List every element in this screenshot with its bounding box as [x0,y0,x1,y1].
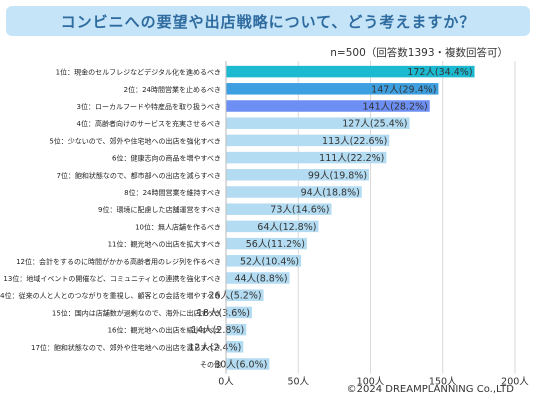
title-banner: コンビニへの要望や出店戦略について、どう考えますか？ [6,6,530,36]
bar [226,306,253,319]
bar [226,117,410,129]
category-label: 3位：ローカルフードや特産品を取り扱うべき [77,102,221,111]
value-label: 111人(22.2%) [319,153,384,164]
value-label: 147人(29.4%) [371,84,436,95]
value-label: 99人(19.8%) [308,170,367,181]
bar [226,186,362,198]
value-label: 172人(34.4%) [407,67,472,78]
bar [226,272,290,284]
value-label: 18人(3.6%) [197,308,250,319]
bar [226,237,307,250]
category-label: 5位：少ないので、郊外や住宅地への出店を強化すべき [49,136,221,145]
value-label: 56人(11.2%) [246,239,305,250]
bar [226,169,370,181]
bar [226,341,244,353]
bar [226,100,430,112]
value-label: 52人(10.4%) [240,256,299,267]
value-label: 26人(5.2%) [208,291,261,302]
value-label: 44人(8.8%) [234,274,287,285]
bar [226,65,475,78]
bar [226,255,302,267]
value-label: 30人(6.0%) [214,360,267,371]
x-tick-label: 200人 [501,377,529,388]
bar [226,83,439,95]
category-label: その他 [200,360,221,369]
category-label: 10位：無人店舗を作るべき [135,222,221,231]
category-label: 6位：健康志向の商品を増やすべき [112,154,221,163]
category-label: 11位：観光地への出店を拡大すべき [108,240,221,249]
category-label: 8位：24時間営業を維持すべき [124,188,221,197]
category-label: 13位：地域イベントの開催など、コミュニティとの連携を強化すべき [3,274,221,283]
category-label: 2位：24時間営業を止めるべき [124,85,221,94]
value-label: 73人(14.6%) [270,205,329,216]
bar [226,220,319,233]
category-label: 4位：高齢者向けのサービスを充実させるべき [77,119,221,128]
category-label: 14位：従来の人と人とのつながりを重視し、顧客との会話を増やすべき [0,291,221,300]
copyright-footer: ©2024 DREAMPLANNING Co.,LTD [346,384,514,395]
category-label: 15位：国内は店舗数が過剰なので、海外に出店すべき [52,308,221,317]
x-tick-label: 150人 [429,377,457,388]
value-label: 12人(2.4%) [188,342,241,353]
value-label: 64人(12.8%) [257,222,316,233]
category-label: 12位：会計をするのに時間がかかる高齢者用のレジ列を作るべき [16,257,221,266]
x-tick-label: 50人 [287,377,309,388]
bar [226,134,390,147]
bar [226,151,387,164]
category-label: 16位：観光地への出店を縮小すべき [108,326,221,335]
x-tick-label: 100人 [357,377,385,388]
value-label: 113人(22.6%) [322,136,387,147]
sample-note: n=500（回答数1393・複数回答可） [330,47,508,59]
value-label: 14人(2.8%) [191,325,244,336]
value-label: 127人(25.4%) [342,119,407,130]
bar [226,323,247,336]
value-label: 141人(28.2%) [363,102,428,113]
bar [226,203,332,215]
category-label: 17位：飽和状態なので、郊外や住宅地への出店を減らすべき [31,343,221,352]
category-label: 9位：環境に配慮した店舗運営をすべき [98,205,221,214]
chart-title: コンビニへの要望や出店戦略について、どう考えますか？ [60,12,476,31]
value-label: 94人(18.8%) [301,188,360,199]
category-label: 7位：飽和状態なので、都市部への出店を減らすべき [56,171,221,180]
x-tick-label: 0人 [218,377,234,388]
bar [226,358,270,370]
category-label: 1位：現金のセルフレジなどデジタル化を進めるべき [56,68,221,77]
bar [226,289,264,301]
